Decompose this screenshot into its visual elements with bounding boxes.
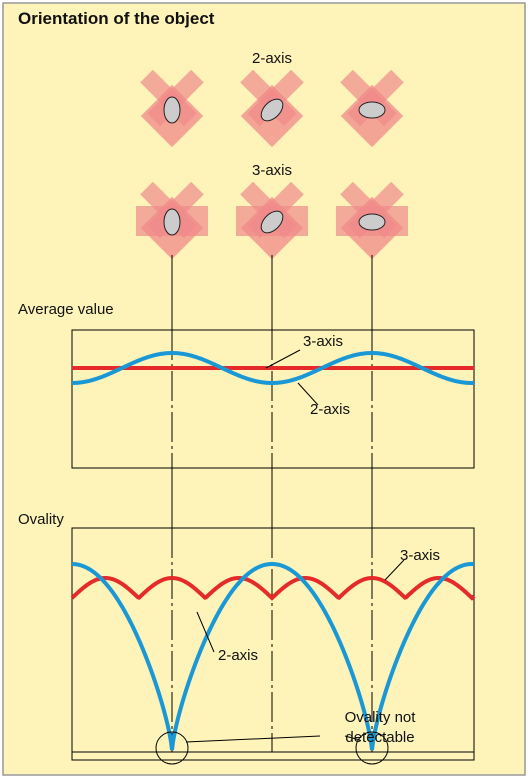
- note: Ovality not: [345, 709, 417, 726]
- row-label: 2-axis: [252, 50, 292, 67]
- curve-label: 2-axis: [310, 401, 350, 418]
- title: Orientation of the object: [18, 9, 215, 28]
- note: detectable: [345, 729, 414, 746]
- section-title: Ovality: [18, 511, 64, 528]
- figure: Orientation of the object 2-axis 3-axis …: [0, 0, 528, 778]
- curve-label: 3-axis: [303, 333, 343, 350]
- section-title: Average value: [18, 301, 114, 318]
- curve-label: 2-axis: [218, 647, 258, 664]
- curve-label: 3-axis: [400, 547, 440, 564]
- row-label: 3-axis: [252, 162, 292, 179]
